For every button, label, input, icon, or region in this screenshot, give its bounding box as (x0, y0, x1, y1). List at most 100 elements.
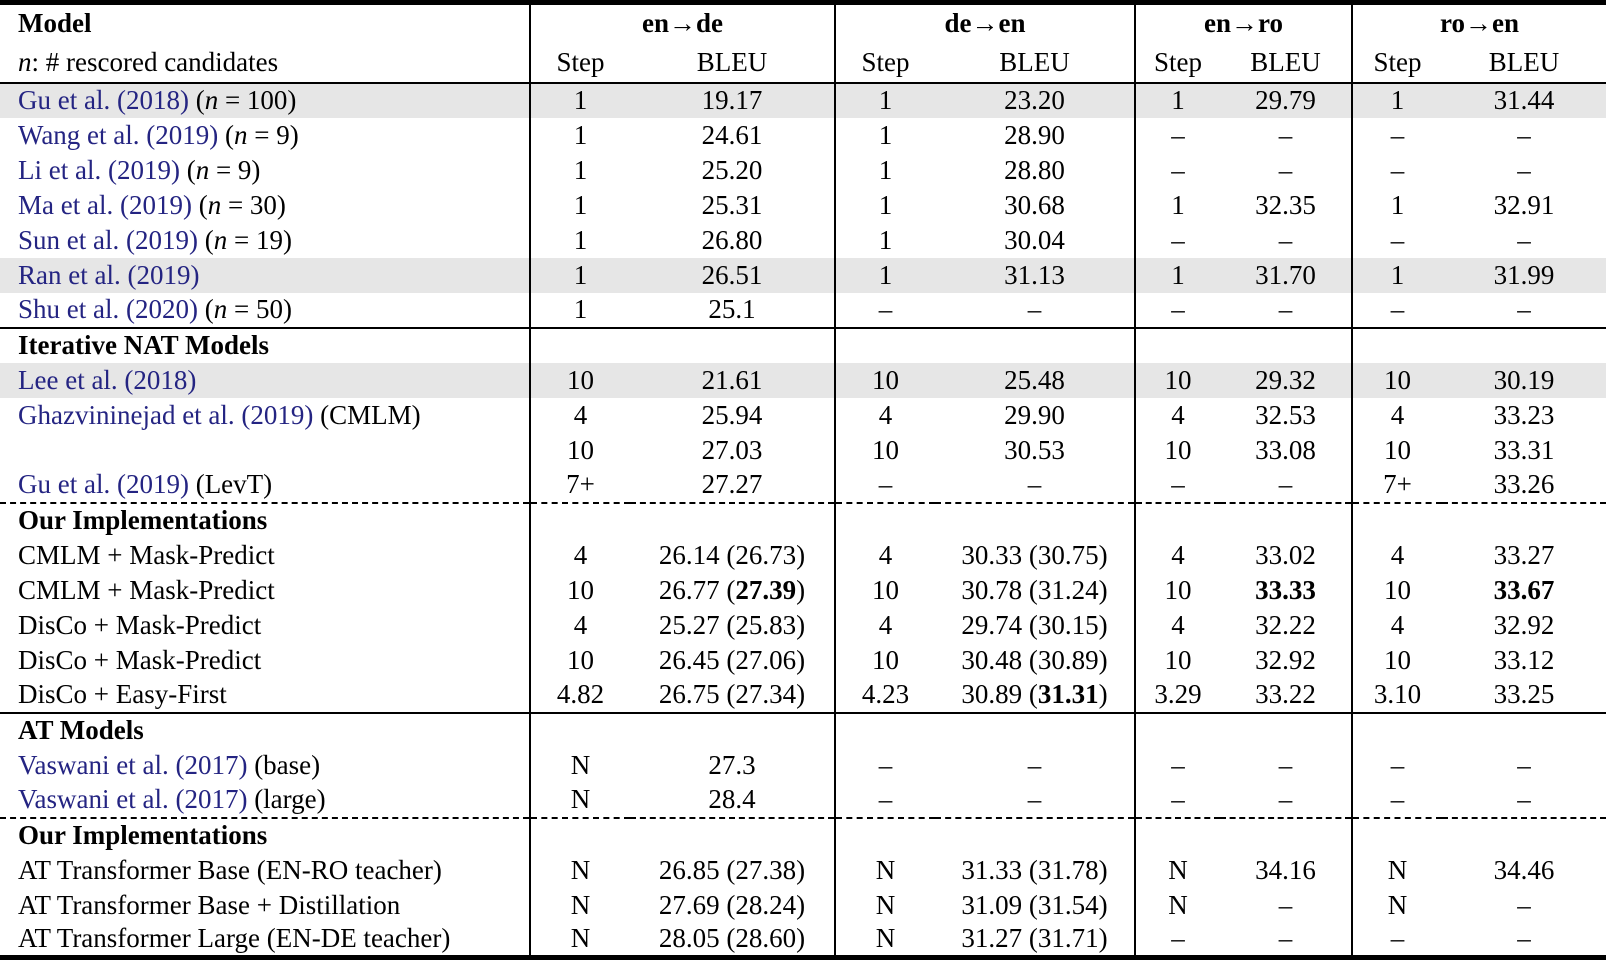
section-title: AT Models (0, 711, 531, 748)
step-cell: 10 (1164, 644, 1192, 675)
section-row: Iterative NAT Models (0, 326, 1606, 363)
bleu-cell: 32.92 (1220, 642, 1353, 678)
step-cell: 7+ (566, 469, 595, 499)
bleu-cell: – (935, 782, 1136, 818)
bleu-cell: – (1517, 154, 1531, 185)
bleu-cell: – (1220, 467, 1353, 503)
bleu-cell: 30.78 (31.24) (935, 572, 1136, 608)
table-row: Ran et al. (2019) 1 26.51 1 31.13 1 31.70 1 31.9… (0, 257, 1606, 293)
step-cell: 1 (573, 294, 588, 324)
bleu-cell: 34.46 (1493, 854, 1555, 885)
text-segment: AT Transformer Base (EN-RO teacher) (18, 854, 442, 885)
bleu-cell: 32.35 (1220, 187, 1353, 223)
citation-link[interactable]: Shu et al. (2020) (18, 294, 198, 324)
bleu-cell: 28.90 (935, 117, 1136, 153)
table-row: Sun et al. (2019) (n = 19) 1 26.80 1 30.04 – –… (0, 222, 1606, 258)
citation-link[interactable]: Vaswani et al. (2017) (18, 784, 248, 814)
text-segment: 26.77 ( (658, 574, 736, 605)
step-cell: 3.29 (1154, 679, 1202, 709)
citation-link[interactable]: Ghazvininejad et al. (2019) (18, 399, 314, 430)
model-name: Sun et al. (2019) (n = 19) (0, 222, 531, 258)
bleu-cell: 27.27 (630, 467, 836, 503)
step-cell (530, 711, 630, 748)
group-header-en-de: en→de (530, 2, 836, 43)
model-name: Ghazvininejad et al. (2019) (CMLM) (0, 397, 531, 433)
step-cell: 4 (1390, 609, 1405, 640)
step-cell: 1 (878, 224, 893, 255)
model-subtitle-text: : # rescored candidates (31, 46, 279, 77)
step-cell (835, 816, 935, 853)
text-segment: = 9) (209, 154, 261, 185)
step-cell: – (878, 469, 893, 499)
step-cell: 4 (1390, 399, 1405, 430)
step-cell: 1 (573, 189, 588, 220)
step-cell: 10 (872, 644, 899, 675)
text-segment: 27.39 (735, 574, 797, 605)
citation-link[interactable]: Gu et al. (2019) (18, 469, 189, 499)
step-cell: – (1171, 119, 1185, 150)
step-cell: 1 (835, 82, 935, 118)
step-cell: 1 (573, 224, 588, 255)
bleu-cell: – (1517, 224, 1531, 255)
citation-link[interactable]: Gu et al. (2018) (18, 85, 189, 115)
step-cell: 10 (872, 574, 899, 605)
section-row: AT Models (0, 711, 1606, 748)
step-cell (835, 501, 935, 538)
bleu-cell: 21.61 (630, 362, 836, 398)
step-cell: – (1390, 224, 1405, 255)
citation-link[interactable]: Wang et al. (2019) (18, 119, 219, 150)
model-name (0, 432, 531, 468)
bleu-cell (1220, 711, 1353, 748)
citation-link[interactable]: Ma et al. (2019) (18, 189, 192, 220)
citation-link[interactable]: Ran et al. (2019) (18, 259, 200, 290)
citation-link[interactable]: Li et al. (2019) (18, 154, 180, 185)
table-row: Shu et al. (2020) (n = 50) 1 25.1 – – – – – – (0, 292, 1606, 328)
section-title: Our Implementations (0, 816, 531, 853)
step-cell (1135, 326, 1220, 363)
citation-link[interactable]: Lee et al. (2018) (18, 364, 197, 395)
bleu-cell (630, 711, 836, 748)
text-segment: ) (796, 574, 806, 605)
section-title: Our Implementations (0, 501, 531, 538)
step-cell: 1 (1352, 257, 1442, 293)
bleu-cell: 30.53 (935, 432, 1136, 468)
bleu-cell: 26.80 (630, 222, 836, 258)
bleu-cell: 27.03 (630, 432, 836, 468)
citation-link[interactable]: Vaswani et al. (2017) (18, 749, 248, 780)
bleu-cell: 28.4 (630, 782, 836, 818)
bleu-cell: 33.22 (1220, 677, 1353, 713)
bleu-cell: 31.33 (31.78) (935, 852, 1136, 888)
model-name: Gu et al. (2018) (n = 100) (0, 82, 531, 118)
step-cell: 4 (878, 399, 893, 430)
bleu-header: BLEU (935, 42, 1136, 84)
step-cell: – (878, 749, 893, 780)
table-row: AT Transformer Large (EN-DE teacher) N 28.… (0, 922, 1606, 958)
text-segment: (large) (247, 784, 326, 814)
bleu-header: BLEU (1442, 42, 1606, 84)
step-cell: N (875, 923, 896, 954)
step-cell: 4 (878, 539, 893, 570)
step-cell: 4 (573, 399, 588, 430)
step-cell (530, 326, 630, 363)
model-column-header: Model (0, 2, 531, 43)
bleu-cell: 31.13 (935, 257, 1136, 293)
bleu-cell: 27.69 (28.24) (630, 887, 836, 923)
step-cell: 10 (1384, 644, 1411, 675)
step-cell: 4.82 (556, 679, 605, 709)
step-cell: N (1387, 889, 1408, 920)
bleu-cell: – (1517, 294, 1531, 324)
step-cell: 1 (878, 154, 893, 185)
step-cell: 4 (573, 609, 588, 640)
step-header: Step (835, 42, 935, 84)
text-segment: ( (179, 154, 196, 185)
step-cell: – (1390, 294, 1405, 324)
step-cell: – (1171, 784, 1185, 814)
table-row: DisCo + Easy-First 4.82 26.75 (27.34) 4.23 3… (0, 677, 1606, 713)
text-segment: = 19) (227, 224, 292, 255)
bleu-cell (1442, 816, 1606, 853)
citation-link[interactable]: Sun et al. (2019) (18, 224, 198, 255)
step-cell: – (1390, 749, 1405, 780)
step-header: Step (530, 42, 630, 84)
step-cell: – (878, 784, 893, 814)
